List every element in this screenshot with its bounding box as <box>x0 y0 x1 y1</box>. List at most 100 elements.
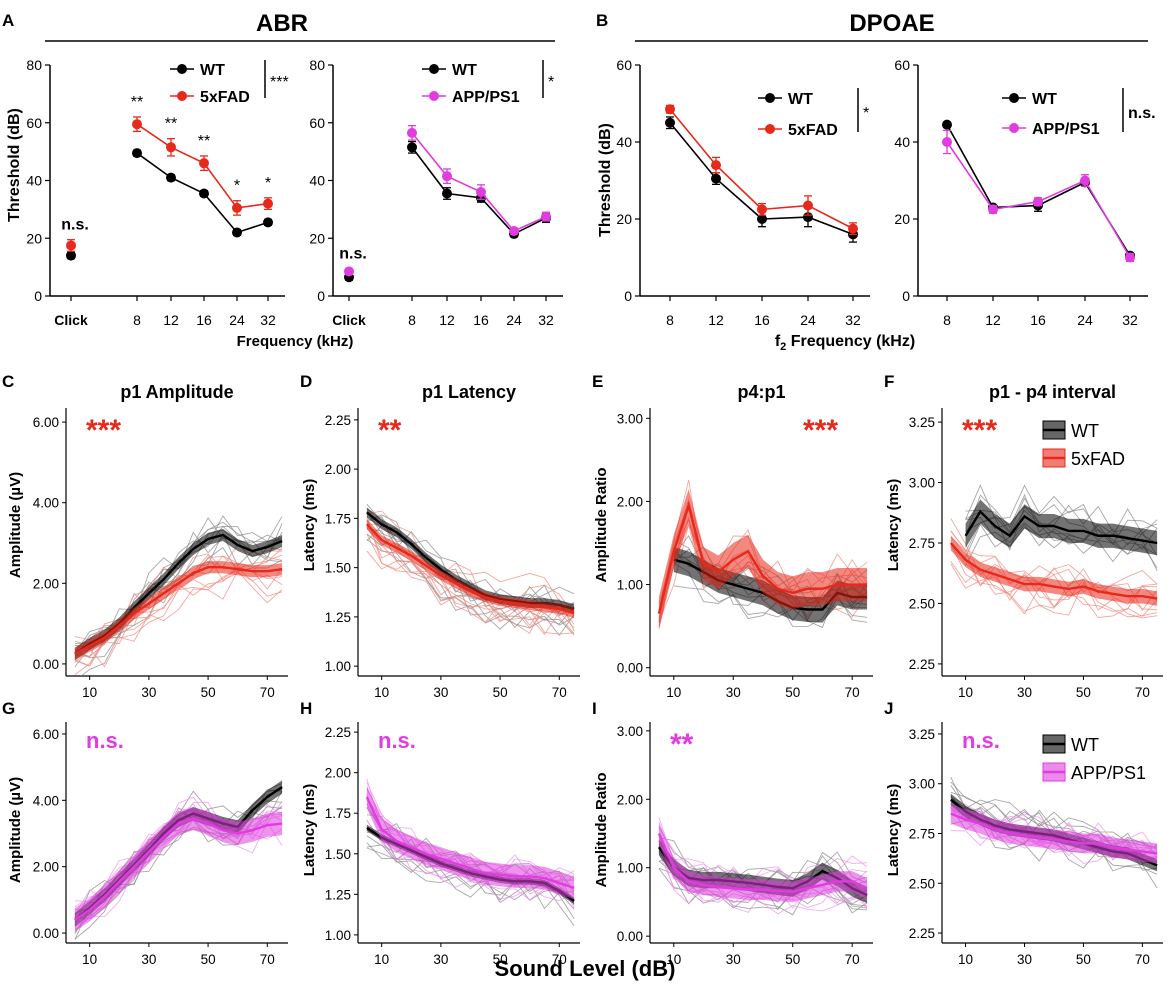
significance-marker: n.s. <box>378 728 416 753</box>
legend-label: WT <box>788 91 813 108</box>
x-tick-label: 70 <box>845 685 860 700</box>
data-point <box>757 204 767 215</box>
legend-marker <box>1009 123 1019 133</box>
y-tick-label: 0.00 <box>617 661 643 676</box>
plot-area <box>657 479 868 631</box>
x-tick-label: 30 <box>433 685 448 700</box>
y-tick-label: 1.25 <box>325 887 351 902</box>
x-tick-label: 24 <box>1077 312 1093 328</box>
x-tick-label: 8 <box>666 312 674 328</box>
y-tick-label: 2.00 <box>33 576 59 591</box>
x-tick-label: 16 <box>196 312 212 328</box>
individual-trace <box>366 510 575 607</box>
y-tick-label: 2.00 <box>33 860 59 875</box>
legend-marker <box>765 124 775 134</box>
data-point <box>848 223 858 234</box>
panel-i: 0.00 1.00 2.00 3.00 10 30 50 70 ** <box>617 722 873 967</box>
x-tick-label: 32 <box>538 312 554 328</box>
sem-band-appps1 <box>950 803 1158 864</box>
sem-band-5xfad <box>658 488 868 631</box>
y-tick-label: 1.50 <box>325 561 351 576</box>
y-tick-label: 40 <box>894 134 910 150</box>
y-tick-label: 0 <box>34 288 42 304</box>
data-point <box>476 187 486 198</box>
panel-j: 2.25 2.50 2.75 3.00 3.25 10 30 50 70 n.s. WT APP/PS… <box>909 722 1163 967</box>
data-point <box>132 148 142 159</box>
x-tick-label: 30 <box>726 952 741 967</box>
x-tick-label: 8 <box>133 312 141 328</box>
panel-title: p1 - p4 interval <box>989 382 1116 402</box>
significance-label: * <box>234 178 240 195</box>
significance-label: ** <box>165 116 177 133</box>
plot-area <box>365 778 575 927</box>
data-point <box>757 214 767 224</box>
significance-label: n.s. <box>61 217 89 234</box>
y-tick-label: 2.25 <box>909 926 935 941</box>
mean-line-5xfad <box>74 565 283 655</box>
y-tick-label: 60 <box>26 115 42 131</box>
significance-label: ** <box>198 133 210 150</box>
legend-marker <box>177 64 187 74</box>
y-tick-label: 0 <box>317 288 325 304</box>
y-tick-label: 1.75 <box>325 806 351 821</box>
e-y-label: Amplitude Ratio <box>593 468 610 583</box>
panel-f: 2.25 2.50 2.75 3.00 3.25 10 30 50 70 p1 - p4 inte… <box>909 382 1163 700</box>
panel-title: p4:p1 <box>737 382 785 402</box>
panel-b1: 0 20 40 60 8 12 16 24 32 WT 5xFAD * <box>616 57 870 328</box>
data-point <box>132 119 142 130</box>
individual-trace <box>950 785 1158 857</box>
y-tick-label: 6.00 <box>33 727 59 742</box>
y-tick-label: 4.00 <box>33 496 59 511</box>
mean-line-appps1 <box>74 817 283 921</box>
abr-title: ABR <box>256 10 308 37</box>
x-tick-label: 16 <box>1030 312 1046 328</box>
mean-line-appps1 <box>657 833 868 893</box>
sem-band-5xfad <box>950 535 1158 606</box>
f-y-label: Latency (ms) <box>885 479 902 572</box>
data-point <box>711 173 721 184</box>
legend-label: WT <box>1032 91 1057 108</box>
x-tick-label: 30 <box>141 685 156 700</box>
panel-letter-H: H <box>300 699 312 718</box>
x-tick-label: 12 <box>708 312 724 328</box>
data-point <box>66 250 76 261</box>
x-tick-label: 16 <box>754 312 770 328</box>
series-line-appps1 <box>411 132 547 233</box>
x-tick-label: 50 <box>493 952 508 967</box>
data-point <box>803 200 813 211</box>
data-point <box>1125 252 1135 263</box>
y-tick-label: 40 <box>309 173 325 189</box>
panel-letter-D: D <box>300 372 312 391</box>
y-tick-label: 40 <box>26 173 42 189</box>
abr-y-label: Threshold (dB) <box>6 108 23 222</box>
data-point <box>1080 175 1090 186</box>
panel-letter-E: E <box>592 372 603 391</box>
x-tick-label: 16 <box>473 312 489 328</box>
x-tick-label: 50 <box>785 952 800 967</box>
plot-area <box>949 484 1158 619</box>
significance-label: ** <box>131 94 143 111</box>
significance-marker: *** <box>803 414 838 447</box>
y-tick-label: 2.25 <box>325 413 351 428</box>
panel-letter-G: G <box>2 699 15 718</box>
j-y-label: Latency (ms) <box>885 784 902 877</box>
legend-label: 5xFAD <box>200 89 250 106</box>
data-point <box>942 137 952 147</box>
data-point <box>263 217 273 228</box>
mean-line-appps1 <box>365 796 575 889</box>
legend-label: WT <box>1071 735 1099 755</box>
y-tick-label: 2.00 <box>325 462 351 477</box>
x-tick-label: 30 <box>726 685 741 700</box>
y-tick-label: 2.75 <box>909 536 935 551</box>
sem-band-appps1 <box>74 806 283 932</box>
y-tick-label: 2.50 <box>909 876 935 891</box>
dpoae-title: DPOAE <box>849 10 934 37</box>
sem-band-appps1 <box>366 785 575 900</box>
legend-label: WT <box>1071 421 1099 441</box>
data-point <box>166 172 176 183</box>
x-tick-label: 10 <box>374 952 389 967</box>
legend-marker <box>429 91 439 101</box>
overall-significance: *** <box>270 74 289 91</box>
